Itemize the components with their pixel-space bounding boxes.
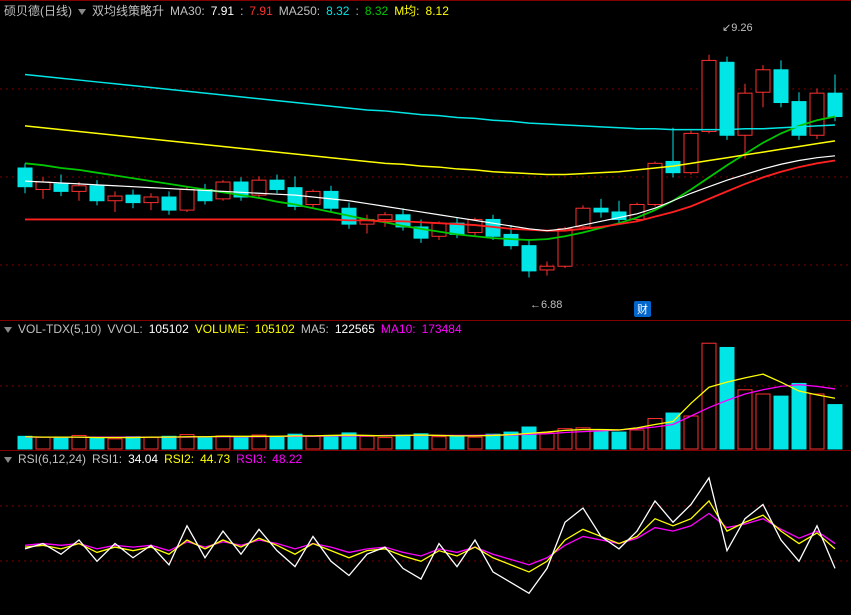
header-label: 48.22 <box>272 452 302 466</box>
header-label: MA10: <box>381 322 416 336</box>
price-chart-panel: 硕贝德(日线)双均线策略升MA30:7.91:7.91MA250:8.32:8.… <box>0 0 851 320</box>
low-annotation: ←6.88 <box>530 299 562 311</box>
header-label: 8.32 <box>365 4 388 18</box>
header-label: RSI1: <box>92 452 122 466</box>
header-label: RSI3: <box>236 452 266 466</box>
header-label: 双均线策略升 <box>92 4 164 18</box>
volume-chart-panel: VOL-TDX(5,10) VVOL: 105102 VOLUME: 105102 MA5… <box>0 320 851 450</box>
header-label: VOL-TDX(5,10) <box>18 322 101 336</box>
header-label: : <box>355 4 358 18</box>
info-badge[interactable]: 财 <box>634 301 651 317</box>
header-label: : <box>240 4 243 18</box>
volume-chart[interactable] <box>0 321 851 451</box>
header-label: VOLUME: <box>195 322 249 336</box>
header-label: MA5: <box>301 322 329 336</box>
header-label: M均: <box>394 4 419 18</box>
chevron-down-icon[interactable] <box>4 327 12 333</box>
header-label: 122565 <box>335 322 375 336</box>
rsi-chart[interactable] <box>0 451 851 615</box>
chevron-down-icon[interactable] <box>4 457 12 463</box>
candlestick-chart[interactable] <box>0 1 851 321</box>
header-label: 173484 <box>422 322 462 336</box>
chevron-down-icon[interactable] <box>78 9 86 15</box>
header-label: MA30: <box>170 4 205 18</box>
header-label: 105102 <box>149 322 189 336</box>
header-label: 8.12 <box>426 4 449 18</box>
header-label: 硕贝德(日线) <box>4 4 72 18</box>
high-annotation: ↙9.26 <box>722 21 753 34</box>
rsi-chart-panel: RSI(6,12,24) RSI1: 34.04 RSI2: 44.73 RSI3: 48.… <box>0 450 851 614</box>
header-label: VVOL: <box>107 322 142 336</box>
header-label: RSI(6,12,24) <box>18 452 86 466</box>
header-label: MA250: <box>279 4 320 18</box>
header-label: 44.73 <box>200 452 230 466</box>
header-label: 7.91 <box>249 4 272 18</box>
header-label: 34.04 <box>128 452 158 466</box>
header-label: 7.91 <box>211 4 234 18</box>
header-label: 105102 <box>255 322 295 336</box>
header-label: RSI2: <box>164 452 194 466</box>
header-label: 8.32 <box>326 4 349 18</box>
